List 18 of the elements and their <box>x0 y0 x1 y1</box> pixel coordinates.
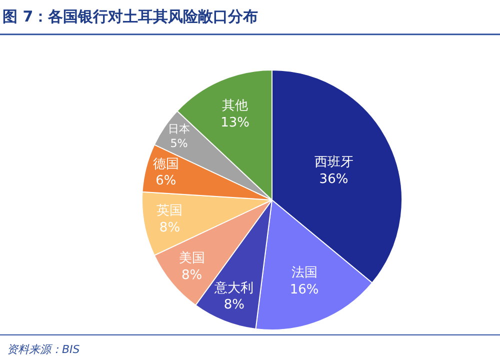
slice-label: 美国 <box>178 250 205 266</box>
data-label: 5% <box>170 137 188 150</box>
slice-label: 英国 <box>156 204 183 219</box>
data-label: 8% <box>181 268 202 283</box>
slice-label: 法国 <box>291 266 318 281</box>
slice-label: 其他 <box>222 98 248 114</box>
data-label: 13% <box>220 116 250 131</box>
data-label: 36% <box>319 172 348 187</box>
data-label: 6% <box>156 174 176 189</box>
chart-title: 图 7：各国银行对土耳其风险敞口分布 <box>2 8 258 26</box>
data-label: 8% <box>159 220 180 236</box>
text: 资料来源：BIS <box>7 343 80 356</box>
slice-label: 日本 <box>168 122 190 136</box>
slice-label: 德国 <box>152 156 179 172</box>
slice-label: 意大利 <box>214 280 254 296</box>
slice-label: 西班牙 <box>314 154 354 170</box>
data-label: 16% <box>290 282 319 298</box>
data-label: 8% <box>224 298 244 313</box>
